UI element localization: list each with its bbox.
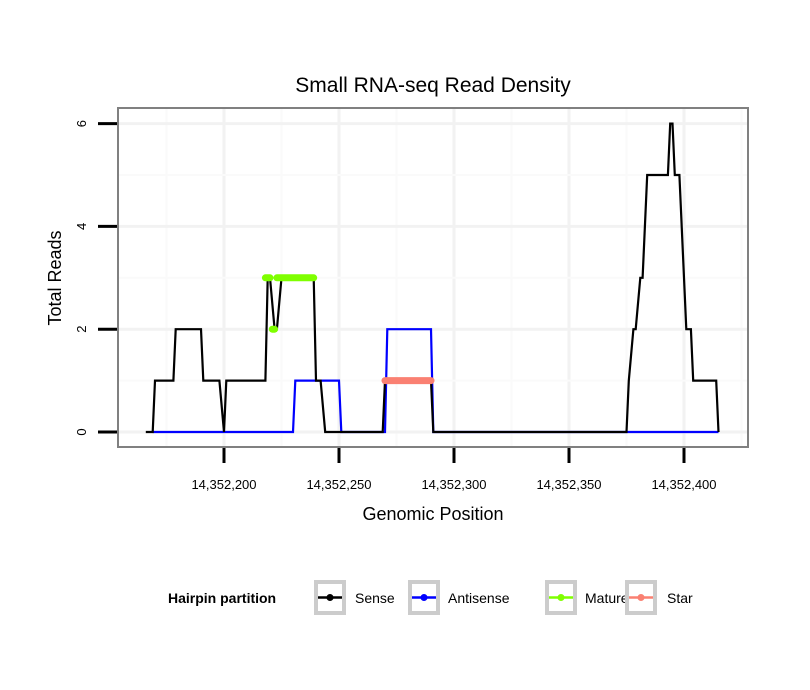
chart-title: Small RNA-seq Read Density — [295, 74, 571, 97]
legend-item-star: Star — [625, 580, 693, 615]
legend-key-point — [557, 594, 565, 601]
x-tick-label: 14,352,350 — [536, 477, 601, 492]
legend-label: Mature — [585, 590, 629, 606]
legend-label: Antisense — [448, 590, 510, 606]
plot-panel — [117, 107, 749, 448]
series-layer — [145, 122, 720, 434]
panel-border — [117, 107, 749, 448]
y-tick-label: 6 — [74, 120, 89, 127]
x-tick-label: 14,352,250 — [306, 477, 371, 492]
legend-item-sense: Sense — [314, 580, 395, 615]
x-tick-label: 14,352,400 — [651, 477, 716, 492]
legend-label: Sense — [355, 590, 395, 606]
y-axis: 0 2 4 6 — [74, 120, 117, 436]
legend-key-point — [637, 594, 645, 601]
x-axis: 14,352,200 14,352,250 14,352,300 14,352,350… — [191, 448, 717, 492]
legend-key-point — [326, 594, 334, 601]
x-tick-label: 14,352,200 — [191, 477, 256, 492]
legend-key-point — [420, 594, 428, 601]
x-tick-label: 14,352,300 — [421, 477, 486, 492]
legend-item-antisense: Antisense — [408, 580, 510, 615]
legend-item-mature: Mature — [545, 580, 629, 615]
legend: Hairpin partition Sense Antisense Mature St… — [168, 580, 693, 615]
y-tick-label: 2 — [74, 326, 89, 333]
legend-label: Star — [667, 590, 693, 606]
legend-title: Hairpin partition — [168, 590, 276, 606]
grid — [118, 108, 748, 447]
y-tick-label: 0 — [74, 428, 89, 435]
y-tick-label: 4 — [74, 223, 89, 230]
y-axis-title: Total Reads — [45, 230, 65, 325]
x-axis-title: Genomic Position — [362, 504, 503, 524]
